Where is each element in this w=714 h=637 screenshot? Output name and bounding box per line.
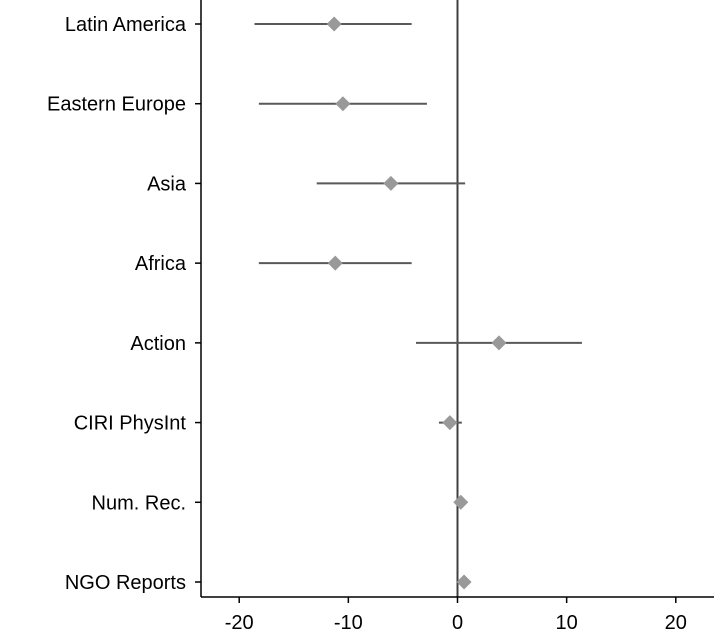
axes-layer [195,0,714,603]
category-label: Latin America [65,14,187,36]
category-label: Eastern Europe [47,94,186,116]
point-estimate-marker [491,335,507,351]
x-tick-label: 0 [452,612,463,634]
x-tick-label: -10 [334,612,363,634]
category-label: Asia [147,173,187,195]
point-estimate-marker [442,415,458,431]
x-tick-label: 20 [665,612,687,634]
category-label: Num. Rec. [92,492,186,514]
point-estimate-marker [335,96,351,112]
interval-layer [254,23,582,583]
point-estimate-marker [456,574,472,590]
category-label: Action [130,333,186,355]
x-tick-label: -20 [225,612,254,634]
point-estimate-marker [326,16,342,32]
marker-layer [326,16,507,590]
label-layer: -20 -10 0 10 20 Latin America Eastern Europe As… [47,14,687,634]
category-label: CIRI PhysInt [74,413,187,435]
point-estimate-marker [383,175,399,191]
category-label: Africa [135,253,187,275]
category-label: NGO Reports [65,572,186,594]
point-estimate-marker [453,494,469,510]
x-tick-label: 10 [556,612,578,634]
point-estimate-marker [327,255,343,271]
